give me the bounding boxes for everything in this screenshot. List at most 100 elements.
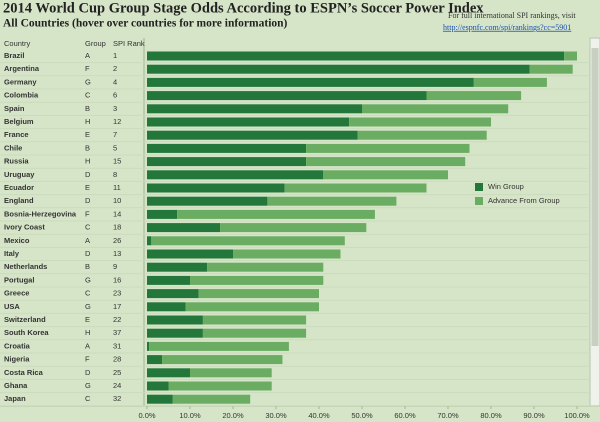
group-label: A: [85, 51, 90, 60]
x-tick-label: 0.0%: [138, 411, 155, 420]
bar-segment: [202, 328, 307, 338]
group-label: H: [85, 328, 90, 337]
bar-segment: [147, 381, 169, 391]
bar-segment: [147, 183, 285, 193]
bar-segment: [147, 51, 565, 61]
country-label: Netherlands: [4, 262, 47, 271]
rank-label: 14: [113, 209, 121, 218]
rank-label: 24: [113, 381, 121, 390]
country-label: Brazil: [4, 51, 24, 60]
bar-segment: [177, 209, 375, 219]
country-label: Argentina: [4, 64, 40, 73]
bar-segment: [162, 355, 283, 365]
group-label: H: [85, 157, 90, 166]
x-tick-label: 30.0%: [265, 411, 287, 420]
bar-segment: [147, 130, 358, 140]
legend-swatch: [475, 183, 483, 191]
bar-segment: [147, 341, 150, 351]
rank-label: 37: [113, 328, 121, 337]
bar-segment: [306, 143, 470, 153]
x-tick-label: 40.0%: [308, 411, 330, 420]
bar-segment: [147, 64, 530, 74]
column-header: Group: [85, 39, 106, 48]
group-label: F: [85, 209, 90, 218]
bar-segment: [147, 143, 307, 153]
bar-segment: [220, 223, 367, 233]
group-label: E: [85, 315, 90, 324]
note: For full international SPI rankings, vis…: [448, 11, 576, 20]
rank-label: 32: [113, 394, 121, 403]
chart-title: 2014 World Cup Group Stage Odds Accordin…: [3, 0, 484, 16]
bar-segment: [147, 209, 178, 219]
legend-label: Advance From Group: [488, 196, 560, 205]
bar-segment: [529, 64, 573, 74]
link[interactable]: http://espnfc.com/spi/rankings?cc=5901: [443, 23, 571, 32]
country-label: Switzerland: [4, 315, 46, 324]
group-label: B: [85, 262, 90, 271]
group-label: E: [85, 183, 90, 192]
group-label: F: [85, 355, 90, 364]
group-label: C: [85, 91, 91, 100]
rank-label: 11: [113, 183, 121, 192]
country-label: Germany: [4, 77, 37, 86]
x-tick-label: 90.0%: [523, 411, 545, 420]
rank-label: 28: [113, 355, 121, 364]
country-label: Portugal: [4, 275, 34, 284]
bar-segment: [323, 170, 448, 180]
rank-label: 22: [113, 315, 121, 324]
bar-segment: [564, 51, 577, 61]
group-label: G: [85, 381, 91, 390]
bar-segment: [357, 130, 487, 140]
bar-segment: [147, 91, 427, 101]
group-label: C: [85, 394, 91, 403]
bar-segment: [147, 170, 324, 180]
group-label: B: [85, 143, 90, 152]
rank-label: 6: [113, 91, 117, 100]
bar-segment: [149, 341, 289, 351]
rank-label: 13: [113, 249, 121, 258]
rank-label: 17: [113, 302, 121, 311]
bar-segment: [147, 302, 186, 312]
bar-segment: [147, 328, 203, 338]
bar-segment: [233, 249, 341, 259]
bar-segment: [190, 275, 324, 285]
column-header: SPI Rank: [113, 39, 145, 48]
bar-segment: [168, 381, 272, 391]
bar-segment: [362, 104, 509, 114]
rank-label: 23: [113, 289, 121, 298]
country-label: Ghana: [4, 381, 28, 390]
group-label: D: [85, 249, 91, 258]
country-label: England: [4, 196, 34, 205]
bar-segment: [198, 289, 319, 299]
country-label: France: [4, 130, 29, 139]
rank-label: 10: [113, 196, 121, 205]
rank-label: 3: [113, 104, 117, 113]
bar-segment: [147, 394, 173, 404]
bar-segment: [202, 315, 307, 325]
group-label: F: [85, 64, 90, 73]
rank-label: 18: [113, 223, 121, 232]
bar-segment: [147, 104, 362, 114]
bar-segment: [147, 196, 268, 206]
scrollbar-thumb[interactable]: [591, 48, 599, 346]
bar-segment: [207, 262, 324, 272]
bar-segment: [147, 262, 208, 272]
rank-label: 25: [113, 368, 121, 377]
group-label: G: [85, 302, 91, 311]
rank-label: 9: [113, 262, 117, 271]
bar-segment: [426, 91, 522, 101]
rank-label: 7: [113, 130, 117, 139]
country-label: USA: [4, 302, 20, 311]
group-label: C: [85, 289, 91, 298]
bar-segment: [147, 249, 233, 259]
bar-segment: [267, 196, 397, 206]
bar-segment: [306, 157, 466, 167]
country-label: Mexico: [4, 236, 30, 245]
bar-segment: [147, 77, 474, 87]
bar-segment: [147, 236, 152, 246]
x-tick-label: 10.0%: [179, 411, 201, 420]
country-label: Russia: [4, 157, 29, 166]
group-label: D: [85, 196, 91, 205]
rank-label: 26: [113, 236, 121, 245]
